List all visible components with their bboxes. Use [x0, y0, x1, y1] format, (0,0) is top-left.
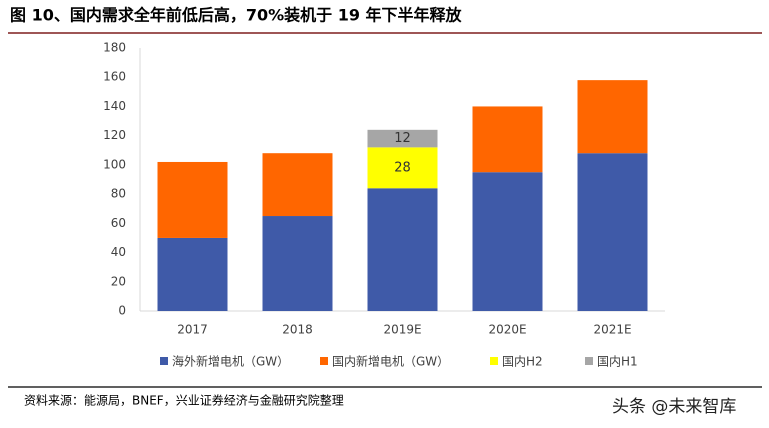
bar-segment — [367, 147, 438, 189]
data-label: 28 — [394, 160, 411, 175]
x-tick-label: 2017 — [177, 323, 208, 337]
bar-segment — [367, 188, 438, 311]
chart-title: 图 10、国内需求全年前低后高，70%装机于 19 年下半年释放 — [10, 6, 463, 25]
y-tick-label: 20 — [111, 274, 126, 288]
legend-swatch — [320, 357, 328, 365]
bar-segment — [472, 172, 543, 311]
bar-segment — [262, 153, 333, 217]
y-tick-label: 120 — [103, 128, 126, 142]
y-tick-label: 100 — [103, 157, 126, 171]
x-tick-label: 2020E — [488, 323, 526, 337]
legend-swatch — [585, 357, 593, 365]
bar-segment — [262, 216, 333, 311]
legend-swatch — [160, 357, 168, 365]
x-tick-label: 2018 — [282, 323, 313, 337]
y-tick-label: 80 — [111, 187, 126, 201]
legend-label: 国内H2 — [502, 355, 543, 369]
y-tick-label: 40 — [111, 245, 126, 259]
y-tick-label: 160 — [103, 70, 126, 84]
x-tick-label: 2021E — [593, 323, 631, 337]
source: 资料来源：能源局，BNEF，兴业证券经济与金融研究院整理 — [24, 393, 344, 408]
legend-swatch — [490, 357, 498, 365]
y-tick-label: 180 — [103, 41, 126, 55]
data-label: 12 — [394, 131, 411, 146]
legend-label: 海外新增电机（GW） — [172, 354, 289, 369]
x-tick-label: 2019E — [383, 323, 421, 337]
bar-segment — [577, 153, 648, 311]
legend-label: 国内新增电机（GW） — [332, 354, 449, 369]
bar-segment — [157, 161, 228, 238]
y-tick-label: 140 — [103, 99, 126, 113]
bar-segment — [577, 80, 648, 154]
y-tick-label: 60 — [111, 216, 126, 230]
bar-segment — [367, 129, 438, 148]
bar-segment — [157, 237, 228, 311]
bar-segment — [472, 106, 543, 173]
watermark: 头条 @未来智库 — [612, 397, 736, 417]
legend-label: 国内H1 — [597, 355, 638, 369]
y-tick-label: 0 — [118, 304, 126, 318]
